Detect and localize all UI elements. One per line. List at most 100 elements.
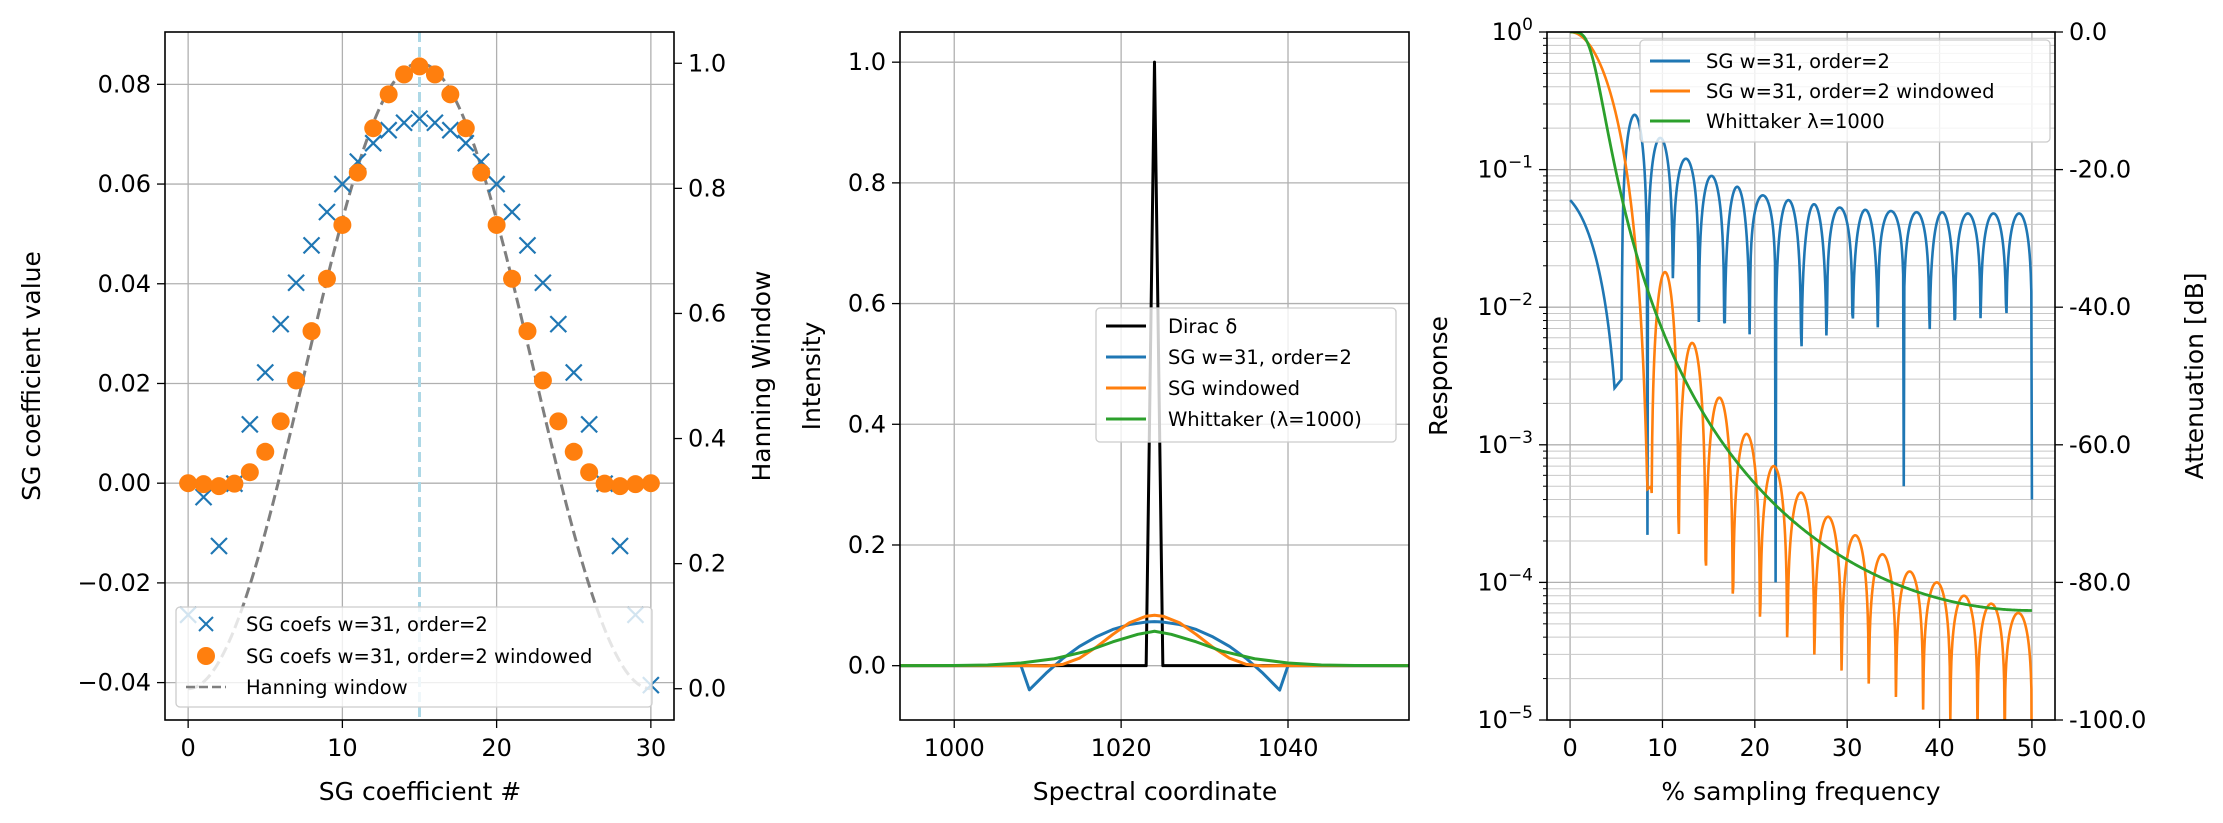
sg-coef-point-stroke [580,415,598,434]
sg-windowed-point [487,215,506,234]
sg-response-line [1569,113,2034,583]
sg-coef-point [580,415,598,434]
whittaker-response-line [1570,32,2032,612]
y2-tick-label: 0.2 [688,550,726,578]
sg-coef-point [333,175,352,193]
sg-windowed-point [209,477,228,496]
sg-coef-point [364,134,383,152]
sg-coef-point-stroke [256,363,275,382]
sg-coef-point-stroke [318,203,336,221]
legend-frame [175,606,653,708]
sg-coef-point-stroke [518,236,537,255]
sg-windowed-point [410,57,429,76]
y2-tick-label: -20.0 [2069,156,2131,184]
sg-coef-point [534,273,552,292]
y-tick-label: 100 [1492,15,1533,46]
sg-coef-point [426,113,444,132]
sg-windowed-point [518,322,537,341]
sg-coef-point-stroke [333,175,352,193]
y-tick-label: 10−1 [1477,153,1533,184]
sg-windowed-point [348,163,367,182]
sg-windowed-point [194,475,213,494]
sg-windowed-point [425,65,444,84]
sg-windowed-line [900,613,1409,668]
sg-coef-point-stroke [441,121,460,139]
y2-axis-label: Hanning Window [747,271,776,482]
y2-tick-label: 0.6 [688,299,726,327]
legend-label: SG coefs w=31, order=2 windowed [246,645,592,668]
legend-label: SG w=31, order=2 windowed [1706,80,1994,103]
sg-windowed-point [317,269,336,288]
sg-coef-point [564,363,583,382]
sg-windowed-point [364,119,383,138]
y-tick-label: 0.00 [98,469,151,497]
sg-windowed-point [549,412,568,431]
legend-label: SG w=31, order=2 [1706,50,1890,73]
legend-label: SG coefs w=31, order=2 [246,613,488,636]
y-tick-label: 10−2 [1477,290,1533,321]
y-tick-label: −0.04 [77,669,151,697]
sg-windowed-response-line [1570,32,2033,720]
sg-windowed-point [611,477,630,496]
y2-tick-label: -80.0 [2069,568,2131,596]
panel-sg-coefficients: 0 10 20 30 −0.04 −0.02 0.00 0.02 0.04 0.06 0.08 0.0… [17,31,776,806]
x-tick-label: 1000 [924,734,985,762]
sg-windowed-point [225,474,244,493]
legend-label: Whittaker λ=1000 [1706,110,1885,133]
y-tick-label: 10−5 [1477,703,1533,734]
sg-coef-point [611,537,629,555]
x-tick-label: 10 [1647,734,1678,762]
sg-coef-point [318,203,336,221]
y2-tick-label: -60.0 [2069,431,2131,459]
sg-coef-point [410,109,429,128]
sg-coef-point-stroke [549,315,568,333]
sg-coef-point [395,113,413,132]
y2-tick-label: -100.0 [2069,706,2146,734]
sg-windowed-point [256,442,275,461]
sg-windowed-point [179,474,198,493]
legend-label: Dirac δ [1168,315,1237,338]
sg-coef-point [379,121,398,139]
x-tick-label: 40 [1924,734,1955,762]
y-tick-label: 10−4 [1477,565,1533,596]
x-tick-label: 50 [2017,734,2048,762]
sg-coef-point-stroke [395,113,413,132]
sg-coef-point [194,488,213,506]
axes-frame [164,31,675,721]
legend-marker-circle [197,647,215,665]
sg-windowed-point [379,85,398,104]
legend-frame [1095,307,1397,443]
y-tick-label: 0.08 [98,70,151,98]
sg-coef-point-stroke [302,236,321,255]
sg-coef-point [456,134,475,152]
panel-frequency-response: 0 10 20 30 40 50 10−5 10−4 10−3 10−2 10−1 100 0.0 -20… [1424,15,2209,806]
legend-label: SG windowed [1168,377,1300,400]
legend-marker-x [198,616,214,632]
y2-tick-label: 0.0 [2069,18,2107,46]
y-tick-label: 1.0 [848,48,886,76]
sg-coef-point-stroke [410,109,429,128]
sg-coef-point [271,315,290,333]
sg-line [900,620,1409,692]
x-axis-label: % sampling frequency [1661,777,1940,806]
sg-coef-point-stroke [426,113,444,132]
y-tick-label: 0.6 [848,290,886,318]
sg-windowed-point [503,269,522,288]
tick-group: 0 10 20 30 −0.04 −0.02 0.00 0.02 0.04 0.06 0.08 0.0… [77,49,726,762]
y2-tick-label: 0.0 [688,675,726,703]
sg-coef-point-stroke [364,134,383,152]
tick-group: 0 10 20 30 40 50 10−5 10−4 10−3 10−2 10−1 100 0.0 -20… [1477,15,2146,762]
x-tick-label: 1040 [1257,734,1318,762]
whittaker-line [899,629,1410,668]
sg-windowed-point [564,442,583,461]
sg-coef-point-stroke [271,315,290,333]
legend: Dirac δ SG w=31, order=2 SG windowed Whi… [1095,307,1397,443]
legend-label: Whittaker (λ=1000) [1168,408,1362,431]
y-axis-label: SG coefficient value [17,251,46,501]
x-tick-label: 20 [481,734,512,762]
sg-coef-point [241,415,259,434]
sg-coef-point [302,236,321,255]
sg-windowed-point [641,474,660,493]
y-tick-label: −0.02 [77,569,151,597]
sg-coef-point [210,537,228,555]
